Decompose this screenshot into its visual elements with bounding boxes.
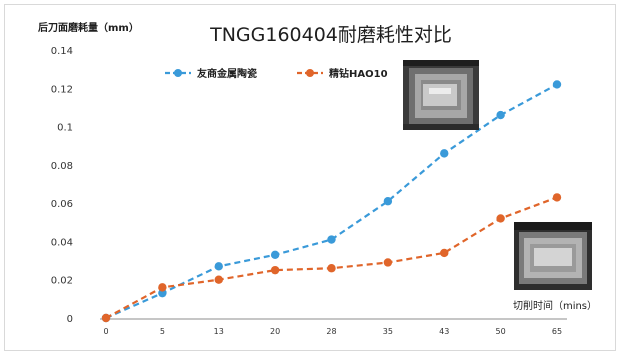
data-point [496,110,505,120]
data-point [327,264,336,273]
y-tick-label: 0.08 [51,161,73,172]
data-point [270,250,280,260]
data-point [496,214,505,223]
x-tick-label: 43 [439,327,449,336]
data-point [270,265,280,275]
data-point [214,275,223,284]
x-tick-label: 50 [496,327,506,336]
chart-frame: TNGG160404耐磨耗性对比 后刀面磨耗量（mm） 切削时间（mins） 0 0.0… [4,4,616,351]
data-point [440,248,449,258]
y-tick-label: 0.06 [51,199,73,210]
series-line [105,196,558,319]
worn-insert-photo-competitor [403,60,479,130]
y-axis-label: 后刀面磨耗量（mm） [38,21,139,34]
chart-title: TNGG160404耐磨耗性对比 [209,24,452,46]
data-point [327,235,336,244]
data-point [158,283,167,292]
legend-marker [306,69,314,77]
x-tick-label: 65 [552,327,562,336]
legend-label: 友商金属陶瓷 [197,67,257,80]
y-tick-label: 0.12 [51,84,73,95]
data-point [158,288,167,298]
x-axis-label: 切削时间（mins） [513,299,597,312]
y-tick-label: 0.14 [51,46,73,57]
data-point [440,149,449,158]
data-point [214,262,223,271]
x-tick-label: 28 [326,327,336,336]
y-tick-label: 0 [67,314,73,325]
y-tick-label: 0.02 [51,276,73,287]
x-tick-label: 35 [383,327,393,336]
x-tick-label: 13 [214,327,224,336]
legend-marker [174,69,182,77]
legend-label: 精钻HAO10 [329,67,388,80]
x-tick-label: 5 [160,327,165,336]
y-tick-label: 0.04 [51,237,73,248]
data-point [552,193,562,202]
wear-comparison-chart: TNGG160404耐磨耗性对比 后刀面磨耗量（mm） 切削时间（mins） 0 0.0… [38,21,597,336]
worn-insert-photo-hao10 [514,222,592,290]
x-tick-label: 20 [270,327,280,336]
data-point [552,80,562,89]
data-point [383,197,393,206]
data-point [101,313,111,323]
x-tick-label: 0 [103,327,108,336]
y-tick-label: 0.1 [57,123,73,134]
series-line [105,83,558,320]
data-point [383,258,393,267]
